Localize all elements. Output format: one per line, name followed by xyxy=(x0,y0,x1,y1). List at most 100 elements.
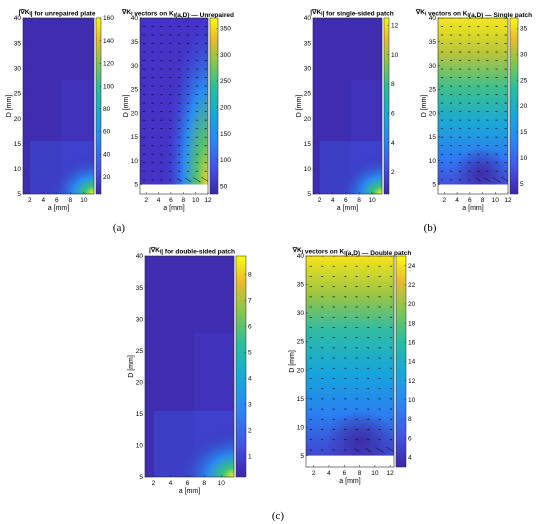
y-tick-label: 25 xyxy=(14,91,22,98)
y-tick-label: 15 xyxy=(14,141,22,148)
x-axis-label: a [mm] xyxy=(163,205,184,212)
heatmap-field xyxy=(23,18,94,194)
y-tick-label: 30 xyxy=(297,310,305,317)
vector-arrow xyxy=(484,177,491,182)
vector-arrow xyxy=(309,449,312,451)
colorbar-tick-label: 5 xyxy=(248,349,252,356)
colorbar-tick-label: 8 xyxy=(391,81,395,88)
y-tick-label: 20 xyxy=(297,367,305,374)
axes-frame xyxy=(312,17,383,195)
empty-region xyxy=(438,184,508,194)
y-tick-label: 20 xyxy=(304,116,312,123)
y-tick-label: 5 xyxy=(17,191,21,198)
colorbar xyxy=(209,17,219,195)
axes-frame xyxy=(305,255,395,468)
colorbar-tick-label: 100 xyxy=(103,83,114,90)
vector-arrow xyxy=(449,178,453,181)
x-tick-label: 6 xyxy=(55,197,59,204)
x-tick-label: 6 xyxy=(169,197,173,204)
y-tick-label: 25 xyxy=(304,91,312,98)
hotspot xyxy=(47,155,94,194)
x-tick-label: 6 xyxy=(342,470,346,477)
colorbar-tick-label: 5 xyxy=(520,181,524,188)
y-axis-label: D [mm] xyxy=(123,95,130,118)
y-tick-label: 10 xyxy=(304,166,312,173)
x-tick-label: 10 xyxy=(369,197,377,204)
x-tick-label: 8 xyxy=(181,197,185,204)
chart-panel-1: 2 4 6 8 10 5 10 15 20 25 30 35 40 a [mm] D [mm] |∇KI| f… xyxy=(6,8,114,212)
colorbar-tick-label: 300 xyxy=(220,52,231,59)
colorbar-tick-label: 50 xyxy=(220,183,228,190)
gradient-vectors xyxy=(309,256,394,453)
vector-arrow xyxy=(169,178,172,181)
heatmap-field xyxy=(313,18,382,194)
colorbar-tick-label: 120 xyxy=(103,61,114,68)
x-tick-label: 2 xyxy=(443,197,447,204)
gradient-vectors xyxy=(142,18,208,183)
y-tick-label: 40 xyxy=(304,15,312,22)
y-tick-label: 15 xyxy=(131,134,139,141)
heatmap-field xyxy=(140,18,208,194)
y-tick-label: 20 xyxy=(136,379,144,386)
y-tick-label: 5 xyxy=(134,182,138,189)
vector-arrow xyxy=(192,177,201,183)
colorbar-tick-label: 4 xyxy=(248,375,252,382)
vector-arrow xyxy=(375,447,384,453)
heatmap-field xyxy=(438,18,508,194)
vector-arrow xyxy=(468,178,471,181)
colorbar-tick-label: 8 xyxy=(408,416,412,423)
y-tick-label: 40 xyxy=(14,15,22,22)
chart-panel-2: 2 4 6 8 10 12 5 10 15 20 25 30 35 40 a [mm] D [mm] ∇KI v… xyxy=(121,8,234,212)
y-tick-label: 5 xyxy=(300,453,304,460)
vector-arrow xyxy=(440,178,444,181)
vector-arrow xyxy=(184,177,191,182)
heatmap-field xyxy=(306,256,394,467)
colorbar-tick-label: 6 xyxy=(408,435,412,442)
y-tick-label: 20 xyxy=(429,110,437,117)
panel-title: ∇KI vectors on KI(a,D) — Double patch xyxy=(292,246,412,257)
colorbar-tick-label: 60 xyxy=(103,129,111,136)
x-tick-label: 12 xyxy=(204,197,212,204)
colorbar-tick-label: 250 xyxy=(220,78,231,85)
subfigure-caption: (a) xyxy=(113,222,126,234)
colorbar-tick-label: 100 xyxy=(220,157,231,164)
panel-title: ∇KI vectors on KI(a,D) — Single patch xyxy=(415,8,532,19)
panel-title: |∇KI| for single-sided patch xyxy=(310,8,393,18)
y-tick-label: 10 xyxy=(429,158,437,165)
x-tick-label: 4 xyxy=(157,197,161,204)
axes-frame xyxy=(144,255,235,478)
colorbar xyxy=(383,17,390,195)
empty-region xyxy=(140,184,208,194)
x-tick-label: 2 xyxy=(144,197,148,204)
vector-arrow xyxy=(176,178,182,182)
panel-title: |∇KI| for double-sided patch xyxy=(149,246,235,256)
x-tick-label: 4 xyxy=(455,197,459,204)
y-tick-label: 35 xyxy=(131,39,139,46)
colorbar xyxy=(235,255,247,478)
y-tick-label: 40 xyxy=(297,253,305,260)
vector-arrow xyxy=(151,178,154,181)
hotspot xyxy=(176,428,234,477)
colorbar-tick-label: 35 xyxy=(520,26,528,33)
colorbar-tick-label: 18 xyxy=(408,320,416,327)
y-axis-label: D [mm] xyxy=(289,350,296,373)
x-tick-label: 6 xyxy=(186,480,190,487)
x-tick-label: 10 xyxy=(80,197,88,204)
colorbar-tick-label: 1 xyxy=(248,453,252,460)
vector-arrow xyxy=(160,178,163,181)
empty-region xyxy=(306,455,394,467)
x-axis-label: a [mm] xyxy=(179,488,200,495)
colorbar-tick-label: 150 xyxy=(220,131,231,138)
y-tick-label: 5 xyxy=(139,474,143,481)
y-tick-label: 30 xyxy=(429,63,437,70)
colorbar-tick-label: 8 xyxy=(248,271,252,278)
vector-arrow xyxy=(332,449,335,451)
x-tick-label: 10 xyxy=(492,197,500,204)
x-tick-label: 6 xyxy=(344,197,348,204)
colorbar xyxy=(95,17,102,195)
x-tick-label: 8 xyxy=(203,480,207,487)
x-tick-label: 8 xyxy=(357,197,361,204)
